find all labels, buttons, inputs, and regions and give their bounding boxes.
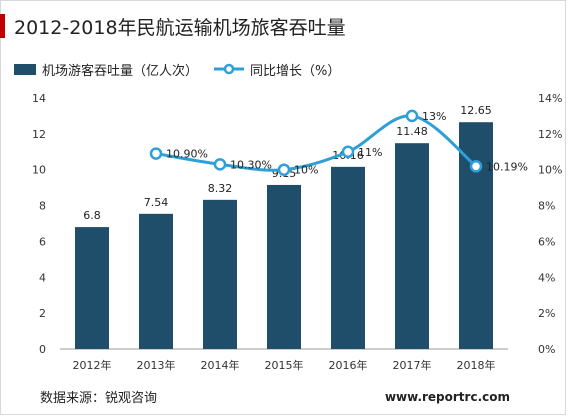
y-right-tick-label: 4%	[538, 271, 555, 284]
growth-data-label: 10.90%	[166, 148, 208, 161]
y-left-tick-label: 14	[32, 92, 46, 105]
legend: 机场游客吞吐量（亿人次） 同比增长（%）	[14, 60, 341, 79]
y-right-tick-label: 12%	[538, 128, 562, 141]
growth-point	[277, 163, 291, 176]
x-tick-label: 2013年	[137, 358, 176, 372]
bar-data-label: 6.8	[83, 209, 101, 222]
y-right-tick-label: 0%	[538, 343, 555, 356]
bar	[139, 213, 173, 349]
y-left-tick-label: 10	[32, 164, 46, 177]
growth-point	[213, 158, 227, 171]
growth-data-label: 10.30%	[230, 158, 272, 171]
x-tick-label: 2017年	[393, 358, 432, 372]
y-left-tick-label: 0	[39, 343, 46, 356]
growth-point	[405, 109, 419, 123]
site-url: www.reportrc.com	[384, 390, 510, 404]
y-left-tick-label: 6	[39, 235, 46, 248]
x-tick-label: 2015年	[265, 358, 304, 372]
x-tick-label: 2016年	[329, 358, 368, 372]
y-left-tick-label: 8	[39, 200, 46, 213]
y-left-tick-label: 4	[39, 271, 46, 284]
x-tick-label: 2018年	[457, 358, 496, 372]
x-tick-label: 2014年	[201, 358, 240, 372]
growth-point	[469, 160, 483, 173]
y-left-tick-label: 2	[39, 307, 46, 320]
bar-data-label: 12.65	[460, 104, 492, 117]
bar-data-label: 11.48	[396, 125, 428, 138]
y-left-tick-label: 12	[32, 128, 46, 141]
growth-data-label: 11%	[358, 146, 382, 159]
bar-data-label: 7.54	[144, 196, 169, 209]
bar-data-label: 8.32	[208, 182, 233, 195]
bar	[75, 227, 109, 349]
growth-data-label: 13%	[422, 110, 446, 123]
bar	[331, 166, 365, 349]
growth-data-label: 10.19%	[486, 160, 528, 173]
chart-title: 2012-2018年民航运输机场旅客吞吐量	[14, 17, 346, 39]
legend-bar-label: 机场游客吞吐量（亿人次）	[42, 63, 199, 79]
growth-data-label: 10%	[294, 164, 318, 177]
growth-point	[341, 145, 355, 159]
y-right-tick-label: 6%	[538, 235, 555, 248]
bar	[459, 122, 493, 349]
source-note: 数据来源：锐观咨询	[40, 391, 158, 406]
y-right-tick-label: 14%	[538, 92, 562, 105]
legend-line-label: 同比增长（%）	[250, 63, 341, 79]
bar	[203, 199, 237, 349]
bar	[267, 184, 301, 349]
legend-bar-swatch	[14, 63, 36, 75]
y-right-tick-label: 2%	[538, 307, 555, 320]
legend-line-marker	[214, 63, 245, 75]
y-right-tick-label: 10%	[538, 164, 562, 177]
title-accent-bar	[0, 14, 5, 38]
growth-point	[149, 147, 163, 160]
bar	[395, 143, 429, 349]
y-right-tick-label: 8%	[538, 200, 555, 213]
x-tick-label: 2012年	[73, 358, 112, 372]
